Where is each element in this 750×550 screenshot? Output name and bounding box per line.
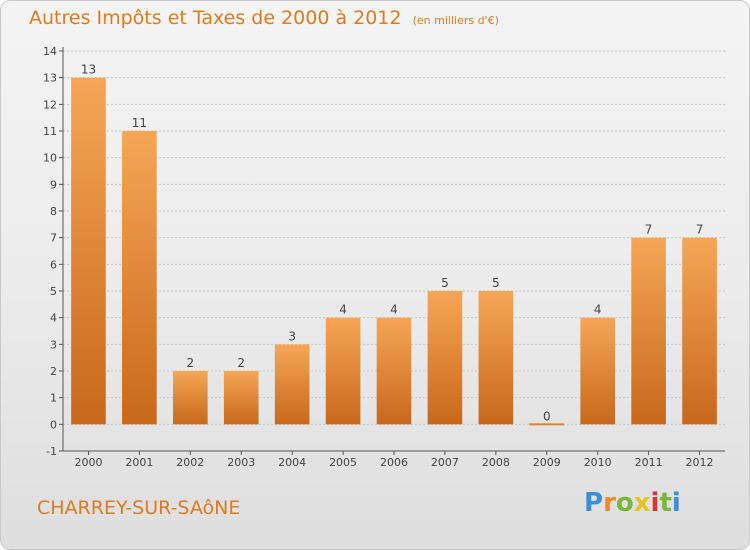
value-label-2005: 4 xyxy=(339,303,347,317)
logo-letter: i xyxy=(650,488,660,518)
y-tick-label: 13 xyxy=(43,72,57,85)
x-tick-label-2003: 2003 xyxy=(227,456,255,469)
y-tick-label: 1 xyxy=(50,392,57,405)
x-tick-label-2009: 2009 xyxy=(533,456,561,469)
x-tick-label-2004: 2004 xyxy=(278,456,306,469)
y-tick-label: 7 xyxy=(50,232,57,245)
proxiti-logo: Proxiti xyxy=(584,488,681,518)
bar-2007 xyxy=(427,291,463,425)
y-tick-label: 12 xyxy=(43,98,57,111)
logo-letter: r xyxy=(603,488,616,518)
y-tick-label: 2 xyxy=(50,365,57,378)
x-tick-label-2010: 2010 xyxy=(584,456,612,469)
x-tick-label-2001: 2001 xyxy=(125,456,153,469)
x-tick-label-2008: 2008 xyxy=(482,456,510,469)
y-tick-label: 0 xyxy=(50,418,57,431)
bar-2012 xyxy=(682,237,717,425)
value-label-2010: 4 xyxy=(594,303,602,317)
value-label-2011: 7 xyxy=(645,223,653,237)
y-tick-label: 9 xyxy=(50,178,57,191)
value-label-2004: 3 xyxy=(288,329,296,343)
bar-2011 xyxy=(631,237,666,425)
x-tick-label-2012: 2012 xyxy=(686,456,714,469)
y-tick-label: 5 xyxy=(50,285,57,298)
x-tick-label-2005: 2005 xyxy=(329,456,357,469)
x-tick-label-2011: 2011 xyxy=(635,456,663,469)
y-tick-label: 8 xyxy=(50,205,57,218)
value-label-2002: 2 xyxy=(186,356,194,370)
labels: -101234567891011121314132000112001220022… xyxy=(43,45,714,469)
bars xyxy=(71,77,717,426)
x-tick-label-2006: 2006 xyxy=(380,456,408,469)
y-tick-label: -1 xyxy=(46,445,57,458)
bar-2002 xyxy=(172,371,208,425)
value-label-2003: 2 xyxy=(237,356,245,370)
logo-letter: i xyxy=(671,488,681,518)
y-tick-label: 6 xyxy=(50,258,57,271)
logo-letter: o xyxy=(615,488,634,518)
value-label-2006: 4 xyxy=(390,303,398,317)
x-tick-label-2007: 2007 xyxy=(431,456,459,469)
value-label-2000: 13 xyxy=(81,63,96,77)
title-main: Autres Impôts et Taxes de 2000 à 2012 xyxy=(29,7,402,29)
axes xyxy=(59,47,725,455)
chart-title: Autres Impôts et Taxes de 2000 à 2012 (e… xyxy=(29,7,499,29)
bar-2000 xyxy=(71,77,106,425)
bar-2001 xyxy=(122,131,157,425)
logo-letter: t xyxy=(659,488,672,518)
bar-2004 xyxy=(274,344,310,425)
value-label-2008: 5 xyxy=(492,276,500,290)
value-label-2001: 11 xyxy=(132,116,147,130)
y-tick-label: 4 xyxy=(50,312,57,325)
bar-2003 xyxy=(223,371,259,425)
y-tick-label: 10 xyxy=(43,152,57,165)
y-tick-label: 11 xyxy=(43,125,57,138)
bar-2009 xyxy=(529,423,565,426)
commune-name: CHARREY-SUR-SAôNE xyxy=(37,497,241,519)
x-tick-label-2000: 2000 xyxy=(74,456,102,469)
logo-letter: x xyxy=(633,488,651,518)
y-tick-label: 3 xyxy=(50,338,57,351)
value-label-2007: 5 xyxy=(441,276,449,290)
logo-letter: P xyxy=(584,488,604,518)
value-label-2009: 0 xyxy=(543,409,551,423)
bar-2006 xyxy=(376,317,412,425)
x-tick-label-2002: 2002 xyxy=(176,456,204,469)
y-tick-label: 14 xyxy=(43,45,57,58)
bar-2008 xyxy=(478,291,514,425)
bar-2010 xyxy=(580,317,616,425)
bar-2005 xyxy=(325,317,361,425)
value-label-2012: 7 xyxy=(696,223,704,237)
title-unit: (en milliers d'€) xyxy=(412,14,499,27)
